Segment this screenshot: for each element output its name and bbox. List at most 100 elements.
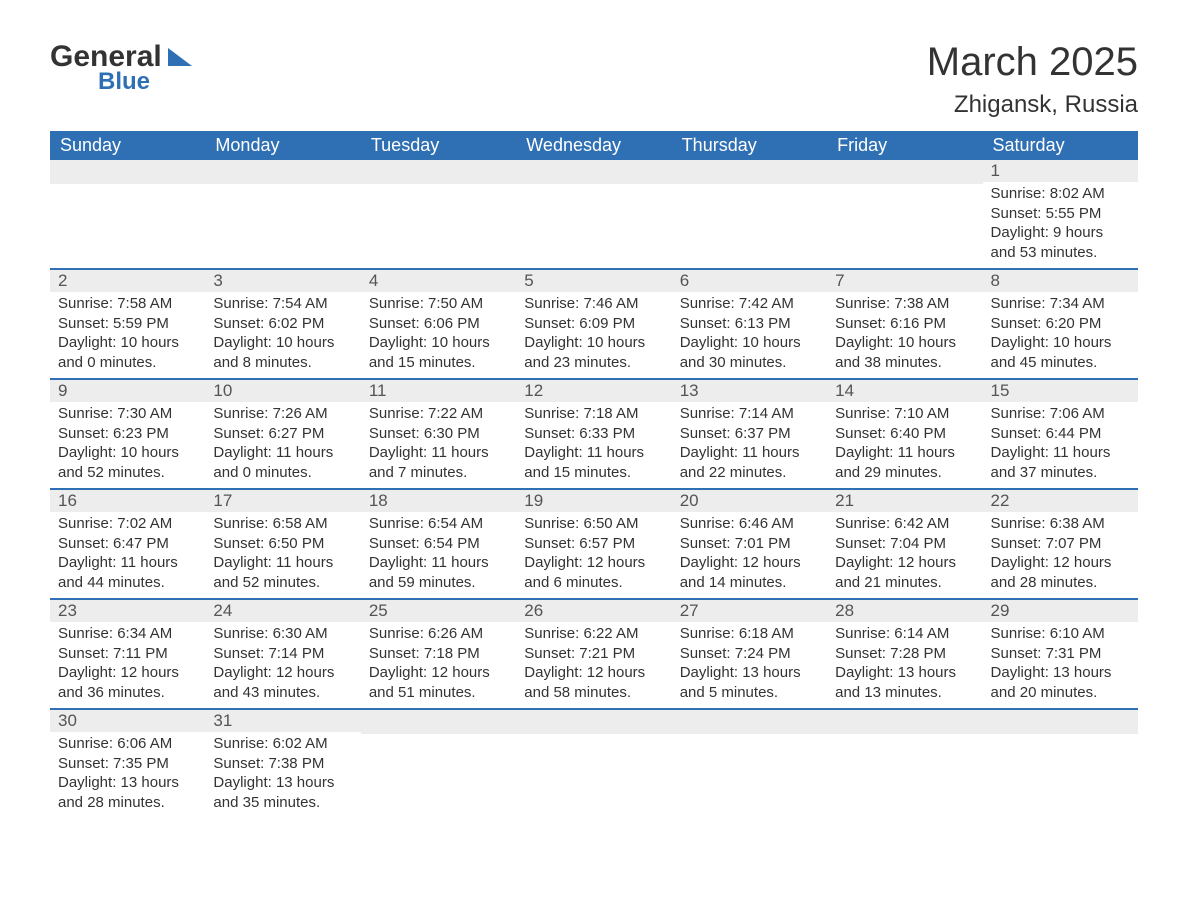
day-sunset: Sunset: 7:01 PM	[680, 534, 819, 554]
day-sunrise: Sunrise: 7:26 AM	[213, 404, 352, 424]
day-day2: and 15 minutes.	[524, 463, 663, 483]
day-sunset: Sunset: 7:18 PM	[369, 644, 508, 664]
day-sunrise: Sunrise: 7:38 AM	[835, 294, 974, 314]
day-day2: and 23 minutes.	[524, 353, 663, 373]
day-day1: Daylight: 12 hours	[369, 663, 508, 683]
day-sunrise: Sunrise: 7:34 AM	[991, 294, 1130, 314]
day-number: 1	[983, 160, 1138, 182]
day-sunrise: Sunrise: 6:14 AM	[835, 624, 974, 644]
day-day1: Daylight: 12 hours	[58, 663, 197, 683]
calendar-body: 1Sunrise: 8:02 AMSunset: 5:55 PMDaylight…	[50, 160, 1138, 818]
day-details	[827, 734, 982, 742]
day-day1: Daylight: 12 hours	[524, 553, 663, 573]
day-number: 28	[827, 600, 982, 622]
day-sunrise: Sunrise: 6:42 AM	[835, 514, 974, 534]
day-sunset: Sunset: 7:28 PM	[835, 644, 974, 664]
day-day2: and 0 minutes.	[213, 463, 352, 483]
day-details: Sunrise: 7:06 AMSunset: 6:44 PMDaylight:…	[983, 402, 1138, 488]
day-day1: Daylight: 10 hours	[213, 333, 352, 353]
day-number: 20	[672, 490, 827, 512]
day-number: 18	[361, 490, 516, 512]
day-day1: Daylight: 10 hours	[524, 333, 663, 353]
day-sunrise: Sunrise: 6:10 AM	[991, 624, 1130, 644]
col-tuesday: Tuesday	[361, 131, 516, 160]
day-sunrise: Sunrise: 6:26 AM	[369, 624, 508, 644]
day-number: 27	[672, 600, 827, 622]
calendar-day-cell: 23Sunrise: 6:34 AMSunset: 7:11 PMDayligh…	[50, 599, 205, 709]
calendar-day-cell	[672, 709, 827, 818]
day-details: Sunrise: 7:50 AMSunset: 6:06 PMDaylight:…	[361, 292, 516, 378]
day-sunset: Sunset: 6:37 PM	[680, 424, 819, 444]
day-details: Sunrise: 8:02 AMSunset: 5:55 PMDaylight:…	[983, 182, 1138, 268]
day-day2: and 15 minutes.	[369, 353, 508, 373]
calendar-day-cell: 6Sunrise: 7:42 AMSunset: 6:13 PMDaylight…	[672, 269, 827, 379]
day-details: Sunrise: 7:30 AMSunset: 6:23 PMDaylight:…	[50, 402, 205, 488]
day-number	[672, 160, 827, 184]
month-title: March 2025	[927, 40, 1138, 85]
day-number: 30	[50, 710, 205, 732]
day-details: Sunrise: 6:46 AMSunset: 7:01 PMDaylight:…	[672, 512, 827, 598]
day-sunrise: Sunrise: 6:50 AM	[524, 514, 663, 534]
calendar-day-cell: 27Sunrise: 6:18 AMSunset: 7:24 PMDayligh…	[672, 599, 827, 709]
day-sunset: Sunset: 6:02 PM	[213, 314, 352, 334]
day-day2: and 28 minutes.	[991, 573, 1130, 593]
day-day2: and 6 minutes.	[524, 573, 663, 593]
calendar-day-cell: 24Sunrise: 6:30 AMSunset: 7:14 PMDayligh…	[205, 599, 360, 709]
day-sunset: Sunset: 6:57 PM	[524, 534, 663, 554]
day-day2: and 58 minutes.	[524, 683, 663, 703]
day-day2: and 5 minutes.	[680, 683, 819, 703]
day-sunrise: Sunrise: 6:58 AM	[213, 514, 352, 534]
day-details: Sunrise: 6:06 AMSunset: 7:35 PMDaylight:…	[50, 732, 205, 818]
day-sunset: Sunset: 6:50 PM	[213, 534, 352, 554]
calendar-day-cell: 28Sunrise: 6:14 AMSunset: 7:28 PMDayligh…	[827, 599, 982, 709]
day-sunset: Sunset: 6:27 PM	[213, 424, 352, 444]
calendar-day-cell: 20Sunrise: 6:46 AMSunset: 7:01 PMDayligh…	[672, 489, 827, 599]
day-day1: Daylight: 10 hours	[369, 333, 508, 353]
day-day1: Daylight: 11 hours	[369, 443, 508, 463]
day-day1: Daylight: 13 hours	[213, 773, 352, 793]
day-details	[361, 734, 516, 742]
day-day2: and 52 minutes.	[58, 463, 197, 483]
day-day1: Daylight: 12 hours	[991, 553, 1130, 573]
day-details: Sunrise: 7:26 AMSunset: 6:27 PMDaylight:…	[205, 402, 360, 488]
day-details: Sunrise: 7:38 AMSunset: 6:16 PMDaylight:…	[827, 292, 982, 378]
day-number: 14	[827, 380, 982, 402]
col-thursday: Thursday	[672, 131, 827, 160]
day-details: Sunrise: 7:22 AMSunset: 6:30 PMDaylight:…	[361, 402, 516, 488]
calendar-day-cell: 10Sunrise: 7:26 AMSunset: 6:27 PMDayligh…	[205, 379, 360, 489]
day-sunset: Sunset: 6:06 PM	[369, 314, 508, 334]
day-number: 19	[516, 490, 671, 512]
day-number	[672, 710, 827, 734]
day-sunrise: Sunrise: 6:30 AM	[213, 624, 352, 644]
day-sunrise: Sunrise: 7:46 AM	[524, 294, 663, 314]
calendar-day-cell	[672, 160, 827, 269]
calendar-day-cell: 9Sunrise: 7:30 AMSunset: 6:23 PMDaylight…	[50, 379, 205, 489]
day-number: 2	[50, 270, 205, 292]
day-number: 21	[827, 490, 982, 512]
day-day1: Daylight: 13 hours	[835, 663, 974, 683]
day-details: Sunrise: 6:10 AMSunset: 7:31 PMDaylight:…	[983, 622, 1138, 708]
day-day1: Daylight: 11 hours	[369, 553, 508, 573]
day-number: 7	[827, 270, 982, 292]
day-details	[516, 734, 671, 742]
day-sunrise: Sunrise: 6:38 AM	[991, 514, 1130, 534]
day-details: Sunrise: 7:02 AMSunset: 6:47 PMDaylight:…	[50, 512, 205, 598]
day-sunrise: Sunrise: 6:22 AM	[524, 624, 663, 644]
calendar-day-cell: 4Sunrise: 7:50 AMSunset: 6:06 PMDaylight…	[361, 269, 516, 379]
calendar-day-cell: 22Sunrise: 6:38 AMSunset: 7:07 PMDayligh…	[983, 489, 1138, 599]
day-sunset: Sunset: 6:16 PM	[835, 314, 974, 334]
day-sunset: Sunset: 7:31 PM	[991, 644, 1130, 664]
calendar-day-cell: 8Sunrise: 7:34 AMSunset: 6:20 PMDaylight…	[983, 269, 1138, 379]
page-header: General Blue March 2025 Zhigansk, Russia	[50, 40, 1138, 119]
day-number	[205, 160, 360, 184]
day-details: Sunrise: 6:26 AMSunset: 7:18 PMDaylight:…	[361, 622, 516, 708]
day-number: 31	[205, 710, 360, 732]
calendar-day-cell: 11Sunrise: 7:22 AMSunset: 6:30 PMDayligh…	[361, 379, 516, 489]
day-day2: and 44 minutes.	[58, 573, 197, 593]
day-sunset: Sunset: 6:20 PM	[991, 314, 1130, 334]
day-number: 10	[205, 380, 360, 402]
day-details	[983, 734, 1138, 742]
day-number: 13	[672, 380, 827, 402]
calendar-day-cell: 19Sunrise: 6:50 AMSunset: 6:57 PMDayligh…	[516, 489, 671, 599]
day-number	[516, 160, 671, 184]
